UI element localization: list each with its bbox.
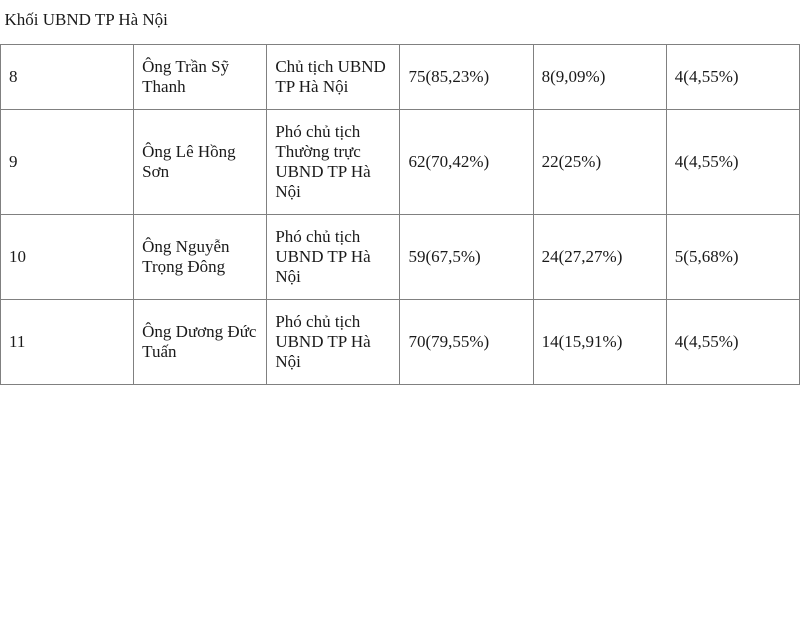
cell-title: Phó chủ tịch UBND TP Hà Nội (267, 215, 400, 300)
cell-col-b: 24(27,27%) (533, 215, 666, 300)
cell-col-a: 75(85,23%) (400, 45, 533, 110)
cell-name: Ông Nguyễn Trọng Đông (134, 215, 267, 300)
cell-col-b: 14(15,91%) (533, 300, 666, 385)
cell-col-c: 5(5,68%) (666, 215, 799, 300)
table-row: 10 Ông Nguyễn Trọng Đông Phó chủ tịch UB… (1, 215, 800, 300)
cell-index: 8 (1, 45, 134, 110)
cell-col-a: 59(67,5%) (400, 215, 533, 300)
cell-col-a: 62(70,42%) (400, 110, 533, 215)
section-header: Khối UBND TP Hà Nội (1, 0, 800, 45)
cell-title: Phó chủ tịch UBND TP Hà Nội (267, 300, 400, 385)
cell-col-b: 8(9,09%) (533, 45, 666, 110)
table-row: 11 Ông Dương Đức Tuấn Phó chủ tịch UBND … (1, 300, 800, 385)
cell-col-b: 22(25%) (533, 110, 666, 215)
cell-index: 9 (1, 110, 134, 215)
cell-title: Phó chủ tịch Thường trực UBND TP Hà Nội (267, 110, 400, 215)
cell-name: Ông Trần Sỹ Thanh (134, 45, 267, 110)
table-row: 8 Ông Trần Sỹ Thanh Chủ tịch UBND TP Hà … (1, 45, 800, 110)
data-table: Khối UBND TP Hà Nội 8 Ông Trần Sỹ Thanh … (0, 0, 800, 385)
cell-name: Ông Lê Hồng Sơn (134, 110, 267, 215)
cell-col-c: 4(4,55%) (666, 45, 799, 110)
cell-index: 11 (1, 300, 134, 385)
section-header-row: Khối UBND TP Hà Nội (1, 0, 800, 45)
cell-index: 10 (1, 215, 134, 300)
cell-name: Ông Dương Đức Tuấn (134, 300, 267, 385)
cell-col-c: 4(4,55%) (666, 110, 799, 215)
cell-col-c: 4(4,55%) (666, 300, 799, 385)
cell-col-a: 70(79,55%) (400, 300, 533, 385)
cell-title: Chủ tịch UBND TP Hà Nội (267, 45, 400, 110)
table-row: 9 Ông Lê Hồng Sơn Phó chủ tịch Thường tr… (1, 110, 800, 215)
